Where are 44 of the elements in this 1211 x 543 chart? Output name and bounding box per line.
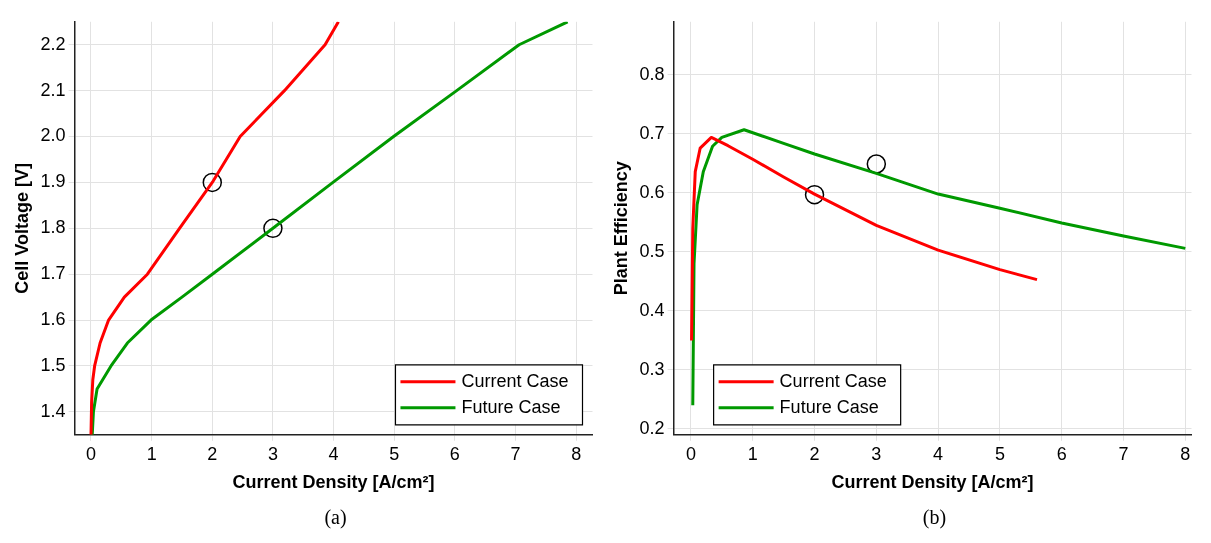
y-tick-label: 1.4 bbox=[40, 400, 66, 421]
x-tick-label: 2 bbox=[207, 443, 218, 464]
y-tick-label: 0.3 bbox=[639, 358, 665, 379]
legend-label: Future Case bbox=[779, 396, 879, 417]
y-tick-label: 1.8 bbox=[40, 217, 66, 238]
y-tick-label: 0.2 bbox=[639, 417, 665, 438]
x-tick-label: 1 bbox=[146, 443, 157, 464]
x-tick-label: 7 bbox=[510, 443, 521, 464]
text: (b) bbox=[921, 506, 948, 529]
y-tick-label: 1.5 bbox=[40, 354, 66, 375]
x-tick-label: 5 bbox=[389, 443, 400, 464]
x-tick-label: 6 bbox=[449, 443, 460, 464]
x-axis-title: Current Density [A/cm²] bbox=[232, 472, 435, 493]
y-axis-title: Plant Efficiency bbox=[610, 161, 631, 296]
x-tick-label: 0 bbox=[685, 443, 696, 464]
y-tick-label: 1.7 bbox=[40, 263, 66, 284]
y-tick-label: 2.1 bbox=[40, 79, 66, 100]
x-tick-label: 1 bbox=[747, 443, 758, 464]
x-tick-label: 7 bbox=[1118, 443, 1129, 464]
x-tick-label: 8 bbox=[1180, 443, 1191, 464]
x-tick-label: 4 bbox=[328, 443, 339, 464]
y-tick-label: 0.5 bbox=[639, 240, 665, 261]
y-tick-label: 1.6 bbox=[40, 309, 66, 330]
y-tick-label: 2.0 bbox=[40, 125, 66, 146]
x-tick-label: 4 bbox=[933, 443, 944, 464]
text: (a) bbox=[323, 506, 348, 529]
x-tick-label: 2 bbox=[809, 443, 820, 464]
legend-label: Current Case bbox=[779, 370, 887, 391]
legend-label: Current Case bbox=[461, 370, 569, 391]
x-tick-label: 3 bbox=[267, 443, 278, 464]
y-tick-label: 1.9 bbox=[40, 171, 66, 192]
y-tick-label: 2.2 bbox=[40, 33, 66, 54]
x-tick-label: 0 bbox=[85, 443, 96, 464]
x-tick-label: 8 bbox=[571, 443, 582, 464]
y-axis-title: Cell Voltage [V] bbox=[11, 162, 32, 294]
y-tick-label: 0.8 bbox=[639, 63, 665, 84]
y-tick-label: 0.4 bbox=[639, 299, 665, 320]
x-tick-label: 3 bbox=[871, 443, 882, 464]
y-tick-label: 0.6 bbox=[639, 181, 665, 202]
x-axis-title: Current Density [A/cm²] bbox=[831, 472, 1034, 493]
legend-label: Future Case bbox=[461, 396, 561, 417]
x-tick-label: 6 bbox=[1056, 443, 1067, 464]
x-tick-label: 5 bbox=[994, 443, 1005, 464]
y-tick-label: 0.7 bbox=[639, 122, 665, 143]
